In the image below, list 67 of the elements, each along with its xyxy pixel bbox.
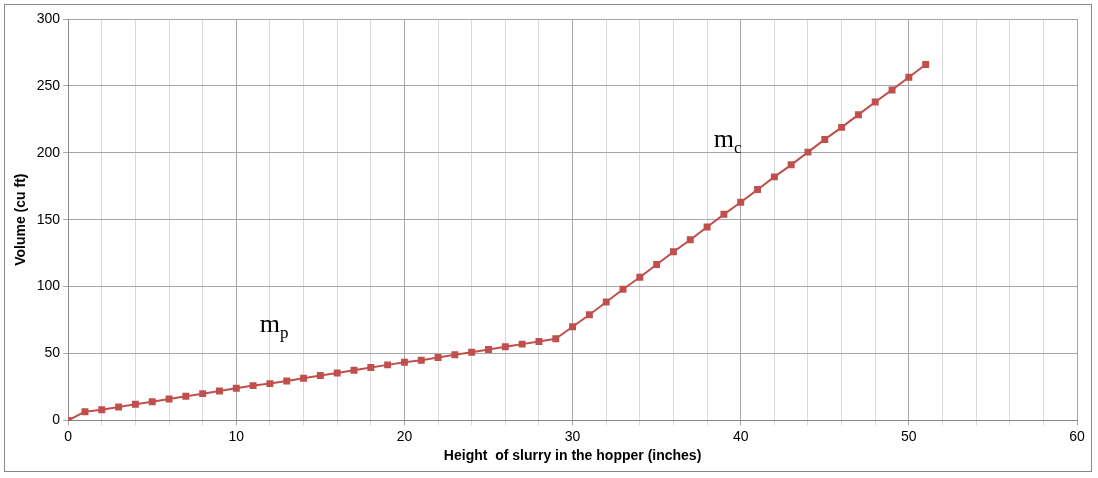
point <box>821 135 829 143</box>
point <box>300 374 308 382</box>
point <box>737 198 745 206</box>
point <box>367 364 375 372</box>
point <box>283 377 291 385</box>
point <box>182 392 190 400</box>
point <box>232 384 240 392</box>
point <box>131 400 139 408</box>
point <box>871 98 879 106</box>
y-axis-title: Volume (cu ft) <box>12 173 29 266</box>
x-tick-label: 0 <box>64 427 73 444</box>
x-tick-label: 60 <box>1069 427 1085 444</box>
point <box>569 323 577 331</box>
point <box>266 380 274 388</box>
point <box>905 73 913 81</box>
point <box>669 248 677 256</box>
point <box>619 285 627 293</box>
point <box>754 186 762 194</box>
x-tick-label: 10 <box>228 427 245 444</box>
point <box>585 311 593 319</box>
point <box>552 335 560 343</box>
point <box>316 372 324 380</box>
point <box>199 390 207 398</box>
y-tick-label: 50 <box>44 344 61 361</box>
point <box>838 123 846 131</box>
point <box>350 366 358 374</box>
point <box>417 356 425 364</box>
y-tick-label: 200 <box>36 143 61 160</box>
x-tick-label: 20 <box>396 427 413 444</box>
point <box>888 86 896 94</box>
point <box>249 382 257 390</box>
y-tick-label: 300 <box>36 9 61 26</box>
point <box>602 298 610 306</box>
point <box>81 408 89 416</box>
x-axis-title: Height of slurry in the hopper (inches) <box>443 447 702 464</box>
point <box>636 273 644 281</box>
point <box>535 337 543 345</box>
point <box>333 369 341 377</box>
point <box>216 387 223 395</box>
point <box>384 361 392 369</box>
point <box>115 403 123 411</box>
point <box>400 358 408 366</box>
point <box>148 398 156 406</box>
point <box>485 346 492 353</box>
y-tick-label: 250 <box>36 76 61 93</box>
x-tick-label: 40 <box>732 427 749 444</box>
point <box>854 111 862 119</box>
point <box>518 340 526 348</box>
point <box>451 351 459 359</box>
point <box>434 354 442 361</box>
y-tick-label: 150 <box>36 210 61 227</box>
point <box>787 161 795 169</box>
point <box>653 261 661 268</box>
point <box>98 406 106 414</box>
point <box>804 148 812 156</box>
point <box>501 343 509 351</box>
point <box>468 348 476 356</box>
y-tick-label: 0 <box>52 411 61 428</box>
point <box>922 61 930 68</box>
x-tick-label: 30 <box>564 427 581 444</box>
point <box>703 223 711 231</box>
point <box>686 236 694 244</box>
y-tick-label: 100 <box>36 277 61 294</box>
point <box>165 395 173 403</box>
x-tick-label: 50 <box>901 427 917 444</box>
point <box>720 210 728 218</box>
point <box>770 173 778 181</box>
